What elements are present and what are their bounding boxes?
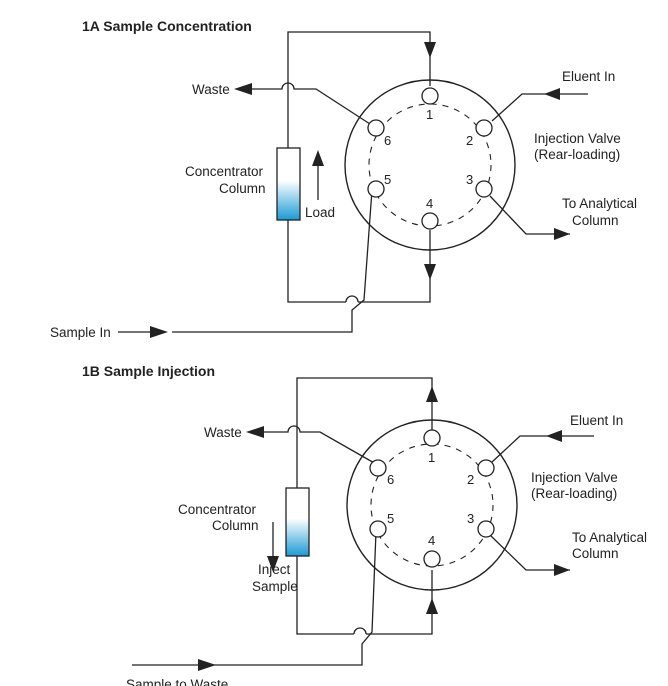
panel-a-eluent-label: Eluent In — [562, 69, 615, 84]
panel-b-port-4 — [423, 550, 441, 568]
panel-a-sample-arrow — [150, 326, 168, 338]
panel-b-loop-top — [296, 377, 433, 488]
panel-a-column-label-line2: Column — [219, 181, 266, 196]
panel-a-waste-label: Waste — [192, 82, 230, 97]
panel-a-port-1 — [421, 87, 439, 105]
panel-b-title: 1B Sample Injection — [82, 363, 215, 379]
panel-b-eluent-label: Eluent In — [570, 413, 623, 428]
panel-a-analytical-label-line2: Column — [572, 213, 619, 228]
panel-a-port-label-6: 6 — [384, 133, 391, 148]
panel-b-inject-label-line1: Inject — [258, 562, 291, 577]
panel-a-eluent-line — [491, 93, 588, 122]
panel-a-load-label: Load — [305, 205, 335, 220]
panel-a-port-label-1: 1 — [426, 107, 433, 122]
panel-b-arrow-up-top — [426, 386, 438, 402]
panel-b-port-2 — [477, 459, 495, 477]
panel-b-port-3 — [477, 520, 495, 538]
panel-b-column-label-line1: Concentrator — [178, 502, 257, 517]
panel-b-analytical-label-line1: To Analytical — [572, 530, 647, 545]
panel-a-concentrator-column — [276, 147, 301, 221]
panel-a-loop-top — [287, 31, 431, 148]
panel-b-port-label-6: 6 — [387, 472, 394, 487]
panel-b-sample-injection: 1B Sample Injection Waste Eluent In Inje… — [82, 363, 647, 686]
panel-a-port-2 — [475, 119, 493, 137]
panel-a-title: 1A Sample Concentration — [82, 18, 252, 34]
panel-b-waste-label: Waste — [204, 425, 242, 440]
panel-b-port-5 — [369, 520, 387, 538]
panel-b-port-label-3: 3 — [467, 511, 474, 526]
panel-a-sample-concentration: 1A Sample Concentration Waste Eluent In … — [50, 18, 637, 340]
panel-a-load-arrow-head — [312, 150, 324, 166]
panel-b-port-label-4: 4 — [428, 533, 435, 548]
panel-b-valve-inner-ring — [370, 443, 494, 567]
panel-b-port-label-2: 2 — [467, 472, 474, 487]
panel-b-column-label-line2: Column — [212, 518, 259, 533]
panel-a-port-6 — [367, 119, 385, 137]
panel-a-port-3 — [475, 180, 493, 198]
panel-a-port-label-2: 2 — [466, 133, 473, 148]
panel-a-loop-bottom-right — [358, 230, 431, 303]
panel-b-arrow-up-bottom — [426, 598, 438, 614]
panel-b-port-label-1: 1 — [428, 450, 435, 465]
panel-b-valve-label-line2: (Rear-loading) — [531, 486, 617, 501]
panel-b-concentrator-column — [285, 487, 310, 557]
panel-b-waste-arrow — [246, 426, 264, 438]
panel-b-port-label-5: 5 — [387, 511, 394, 526]
panel-b-eluent-arrow — [546, 430, 562, 442]
panel-b-port-6 — [369, 459, 387, 477]
panel-a-port-label-5: 5 — [384, 172, 391, 187]
panel-b-loop-bottom-right — [366, 570, 433, 635]
panel-a-valve-label-line1: Injection Valve — [534, 131, 621, 146]
panel-b-eluent-line — [491, 435, 594, 463]
panel-a-loop-bottom-left — [287, 220, 346, 303]
panel-a-port-label-3: 3 — [466, 172, 473, 187]
panel-b-inject-label-line2: Sample — [252, 579, 298, 594]
panel-b-loop-bottom-left — [296, 556, 354, 635]
panel-b-port-1 — [423, 429, 441, 447]
panel-a-valve-inner-ring — [368, 103, 492, 227]
panel-b-analytical-label-line2: Column — [572, 546, 619, 561]
panel-a-arrow-down-top — [424, 42, 436, 58]
panel-a-eluent-arrow — [544, 88, 560, 100]
panel-a-column-label-line1: Concentrator — [185, 164, 264, 179]
panel-a-analytical-arrow — [554, 228, 570, 240]
panel-b-sample-arrow — [198, 659, 216, 671]
panel-b-analytical-arrow — [554, 564, 570, 576]
panel-a-waste-arrow — [234, 83, 252, 95]
panel-a-port-label-4: 4 — [426, 196, 433, 211]
panel-a-waste-line — [250, 82, 371, 125]
panel-b-valve-label-line1: Injection Valve — [531, 470, 618, 485]
panel-b-sample-line — [132, 531, 377, 666]
panel-a-arrow-down-bottom — [424, 264, 436, 280]
panel-a-analytical-label-line1: To Analytical — [562, 196, 637, 211]
panel-a-port-4 — [421, 212, 439, 230]
panel-b-sample-label: Sample to Waste — [126, 677, 228, 686]
panel-a-sample-label: Sample In — [50, 325, 111, 340]
panel-a-port-5 — [367, 180, 385, 198]
panel-a-crossover-bottom — [345, 295, 359, 303]
panel-b-inject-arrow-head — [267, 556, 279, 572]
panel-b-waste-line — [262, 425, 377, 465]
panel-a-valve-label-line2: (Rear-loading) — [534, 147, 620, 162]
panel-b-crossover-bottom — [353, 627, 367, 635]
